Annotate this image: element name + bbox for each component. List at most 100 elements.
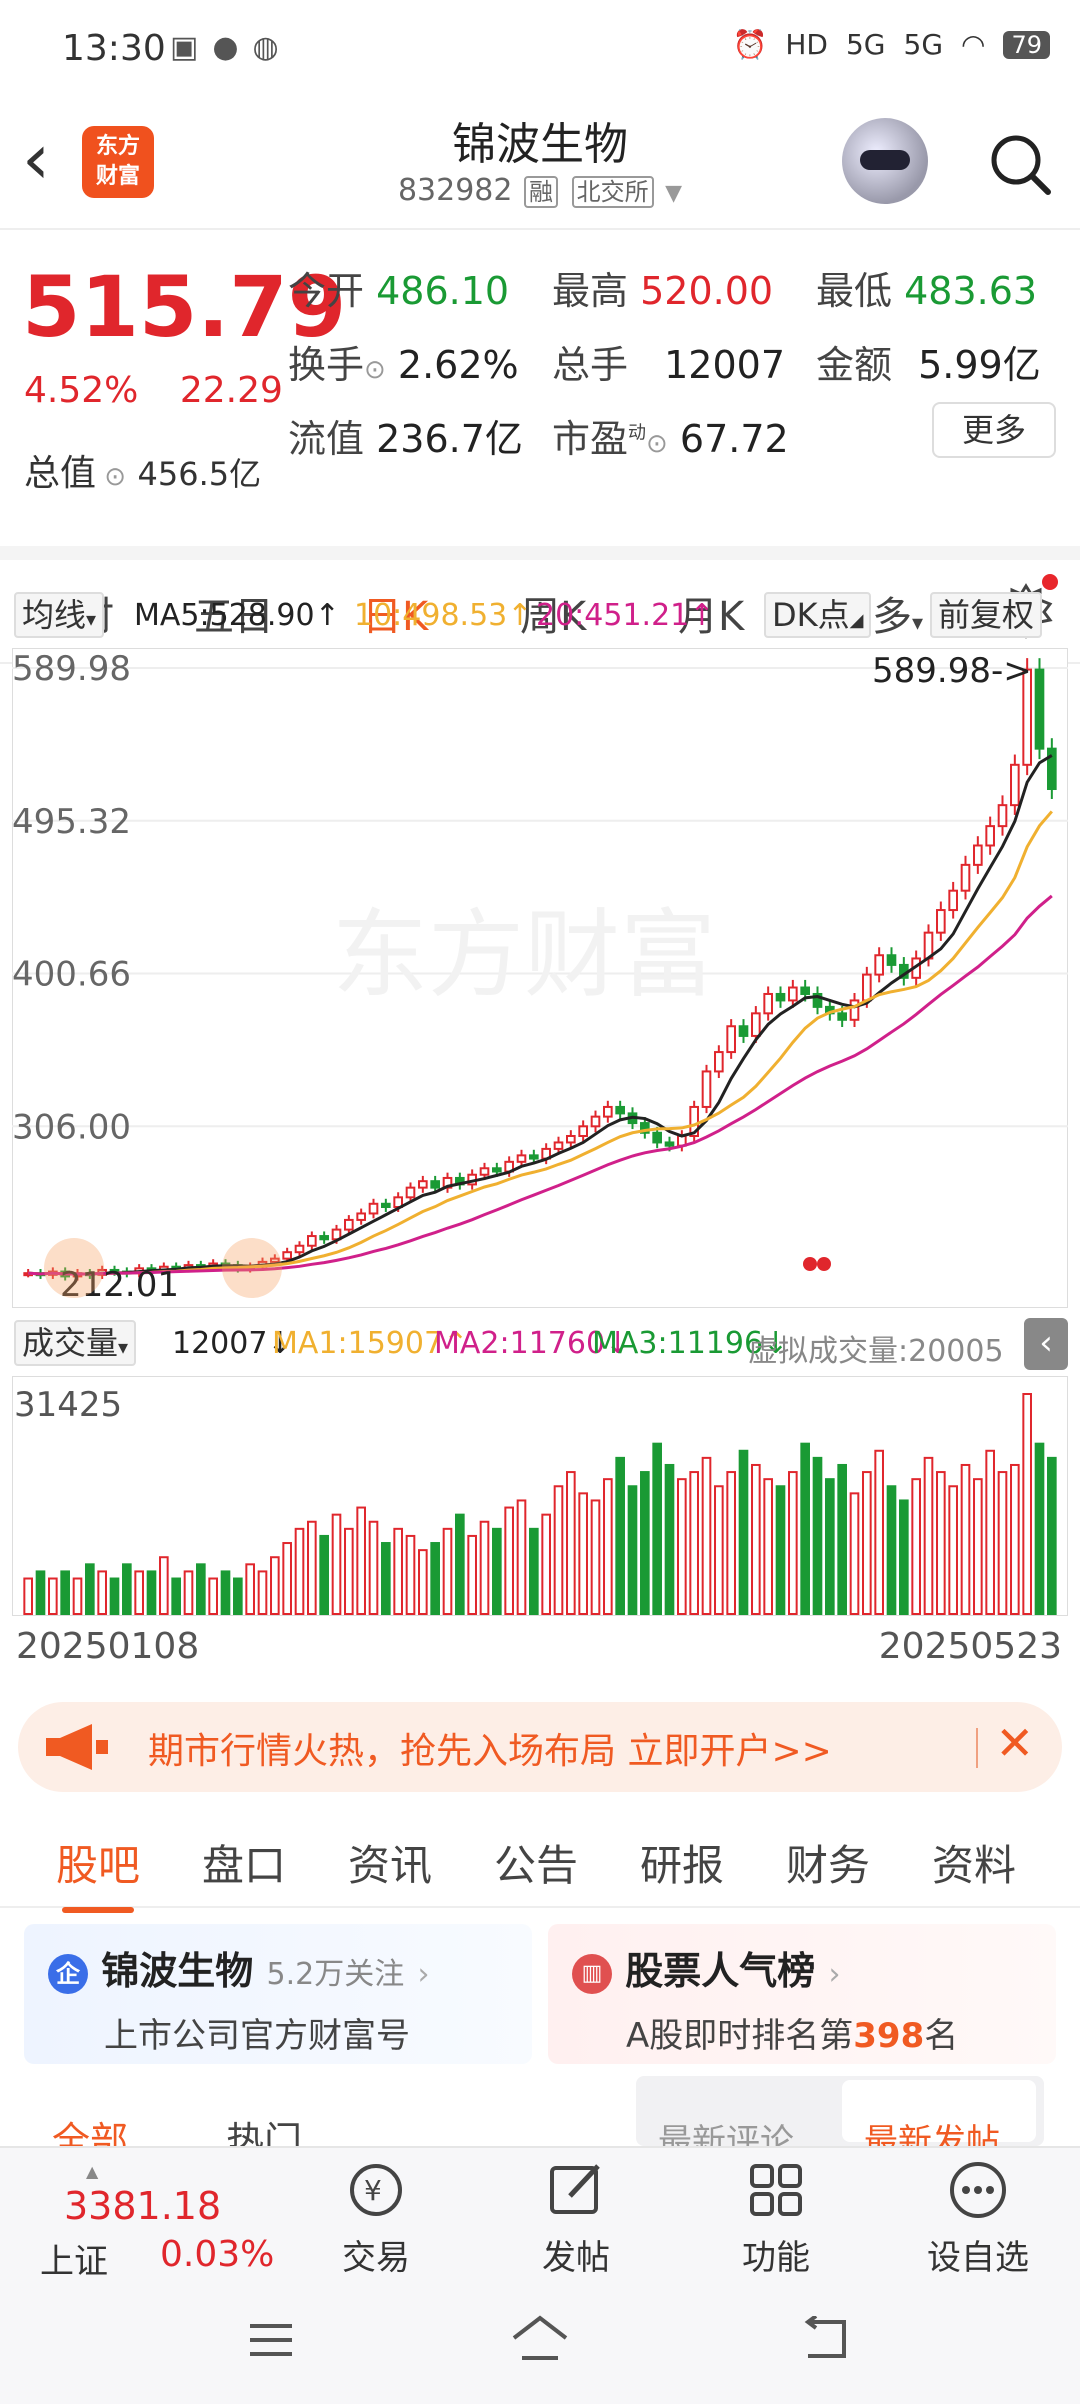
exchange-tag: 北交所 xyxy=(571,176,654,208)
candle xyxy=(849,999,860,1021)
candles-group xyxy=(23,658,1057,1281)
tab-forum[interactable]: 股吧 xyxy=(56,1832,140,1913)
section-tabs: 股吧 盘口 资讯 公告 研报 财务 资料 xyxy=(0,1812,1080,1913)
more-stats-button[interactable]: 更多 xyxy=(932,402,1056,458)
tab-profile[interactable]: 资料 xyxy=(932,1841,1017,1890)
wifi-icon: ◠ xyxy=(961,28,986,61)
volume-bar xyxy=(590,1499,601,1615)
svg-text:¥: ¥ xyxy=(364,2174,382,2207)
info-icon[interactable]: ⊙ xyxy=(646,429,668,459)
quote-panel: 515.79 4.52% 22.29 总值 ⊙ 456.5亿 今开 486.10… xyxy=(0,230,1080,560)
pe-label: 市盈 xyxy=(552,417,629,461)
stock-name: 锦波生物 xyxy=(452,119,628,170)
volume-bar xyxy=(886,1485,897,1615)
candle xyxy=(492,1167,502,1173)
triangle-down-icon: ▾ xyxy=(86,607,97,631)
back-nav-icon[interactable] xyxy=(800,2316,850,2362)
current-price: 515.79 xyxy=(22,258,347,356)
volume-bar xyxy=(640,1471,650,1615)
event-marker[interactable] xyxy=(803,1257,817,1271)
official-account-card[interactable]: 企 锦波生物 5.2万关注 › 上市公司官方财富号 xyxy=(24,1924,532,2064)
dk-label: DK点 xyxy=(772,596,850,634)
candle xyxy=(936,909,946,934)
home-icon[interactable] xyxy=(510,2314,570,2364)
volume-bar xyxy=(307,1520,317,1615)
start-date: 20250108 xyxy=(16,1626,200,1667)
candle xyxy=(516,1154,527,1163)
volume-bar xyxy=(418,1549,428,1615)
corner-arrow-icon: ◢ xyxy=(849,610,864,631)
volume-bar xyxy=(800,1442,810,1616)
volume-bar xyxy=(393,1527,403,1616)
collapse-panel-icon[interactable]: ‹ xyxy=(1024,1318,1068,1370)
candle xyxy=(874,954,884,976)
stock-code-row[interactable]: 832982 融 北交所 ▼ xyxy=(0,172,1080,208)
y-axis-label: 589.98 xyxy=(12,649,131,689)
popularity-card[interactable]: ▥ 股票人气榜 › A股即时排名第398名 xyxy=(548,1924,1056,2064)
chevron-right-icon: › xyxy=(828,1957,841,1992)
sort-active-bg xyxy=(842,2080,1036,2142)
volume-selector[interactable]: 成交量▾ xyxy=(14,1320,137,1366)
volume-bar xyxy=(368,1520,379,1615)
amount-value: 5.99亿 xyxy=(918,343,1041,387)
popularity-title: ▥ 股票人气榜 › xyxy=(572,1940,840,1995)
high-label: 最高 xyxy=(552,269,629,313)
volume-bar xyxy=(615,1456,625,1615)
candle xyxy=(775,992,786,1002)
trade-button[interactable]: ¥ 交易 xyxy=(306,2158,446,2279)
volume-bar xyxy=(874,1449,884,1615)
close-icon[interactable]: ✕ xyxy=(995,1716,1034,1770)
y-axis-labels: 589.98 495.32 400.66 306.00 xyxy=(12,649,131,1147)
candle xyxy=(381,1202,391,1209)
tab-weekly-k[interactable]: 周K xyxy=(520,594,587,640)
assistant-robot-icon[interactable] xyxy=(842,118,928,204)
menu-icon[interactable] xyxy=(246,2318,296,2362)
info-icon[interactable]: ⊙ xyxy=(96,462,127,492)
tab-monthly-k[interactable]: 月K xyxy=(678,594,745,640)
dk-point-button[interactable]: DK点◢ xyxy=(764,592,872,638)
change-amount: 22.29 xyxy=(179,370,283,411)
tab-five-day[interactable]: 五日 xyxy=(194,594,274,640)
volume-bar xyxy=(405,1534,416,1615)
volume-bar xyxy=(578,1492,588,1615)
post-button[interactable]: 发帖 xyxy=(506,2158,646,2279)
ranking-icon: ▥ xyxy=(572,1953,612,1994)
open-label: 今开 xyxy=(288,269,365,313)
y-axis-label: 495.32 xyxy=(12,802,131,842)
volume-bar xyxy=(146,1570,157,1616)
info-icon[interactable]: ⊙ xyxy=(364,355,386,385)
eastmoney-logo[interactable]: 东方 财富 xyxy=(82,126,154,198)
function-button[interactable]: 功能 xyxy=(706,2158,846,2279)
tab-announcements[interactable]: 公告 xyxy=(494,1841,579,1890)
ma5-value: MA5:528.90↑ xyxy=(134,598,340,633)
volume-bar xyxy=(1047,1456,1057,1615)
volume-bar xyxy=(381,1542,391,1615)
candle xyxy=(405,1186,416,1199)
candle xyxy=(430,1180,440,1189)
volume-stat: 总手 12007 xyxy=(552,334,785,389)
adjust-button[interactable]: 前复权 xyxy=(930,592,1043,638)
candlestick-chart[interactable]: 东方财富 589.98 495.32 400.66 306.00 589.98-> 2… xyxy=(12,648,1068,1308)
volume-bar xyxy=(701,1456,712,1615)
event-marker-2[interactable] xyxy=(817,1257,831,1271)
ma-selector[interactable]: 均线▾ xyxy=(14,592,105,638)
volume-bar xyxy=(270,1556,280,1615)
back-arrow-icon[interactable]: ‹ xyxy=(22,118,50,200)
volume-bar xyxy=(825,1478,835,1616)
volume-bar xyxy=(553,1485,564,1615)
expand-left-icon[interactable] xyxy=(44,1238,104,1298)
add-watchlist-button[interactable]: 设自选 xyxy=(908,2158,1048,2279)
tab-news[interactable]: 资讯 xyxy=(348,1841,433,1890)
promo-banner[interactable]: 期市行情火热，抢先入场布局 立即开户>> ✕ xyxy=(18,1702,1062,1792)
candle xyxy=(307,1235,317,1247)
tab-orderbook[interactable]: 盘口 xyxy=(202,1841,287,1890)
volume-bar xyxy=(751,1463,761,1615)
volume-bar xyxy=(233,1577,243,1615)
search-icon[interactable] xyxy=(986,130,1054,198)
end-date: 20250523 xyxy=(878,1626,1062,1667)
candle xyxy=(664,1141,675,1147)
tab-finance[interactable]: 财务 xyxy=(786,1841,871,1890)
volume-bar xyxy=(788,1471,798,1615)
tab-research[interactable]: 研报 xyxy=(640,1841,725,1890)
fullscreen-icon[interactable] xyxy=(222,1238,282,1298)
